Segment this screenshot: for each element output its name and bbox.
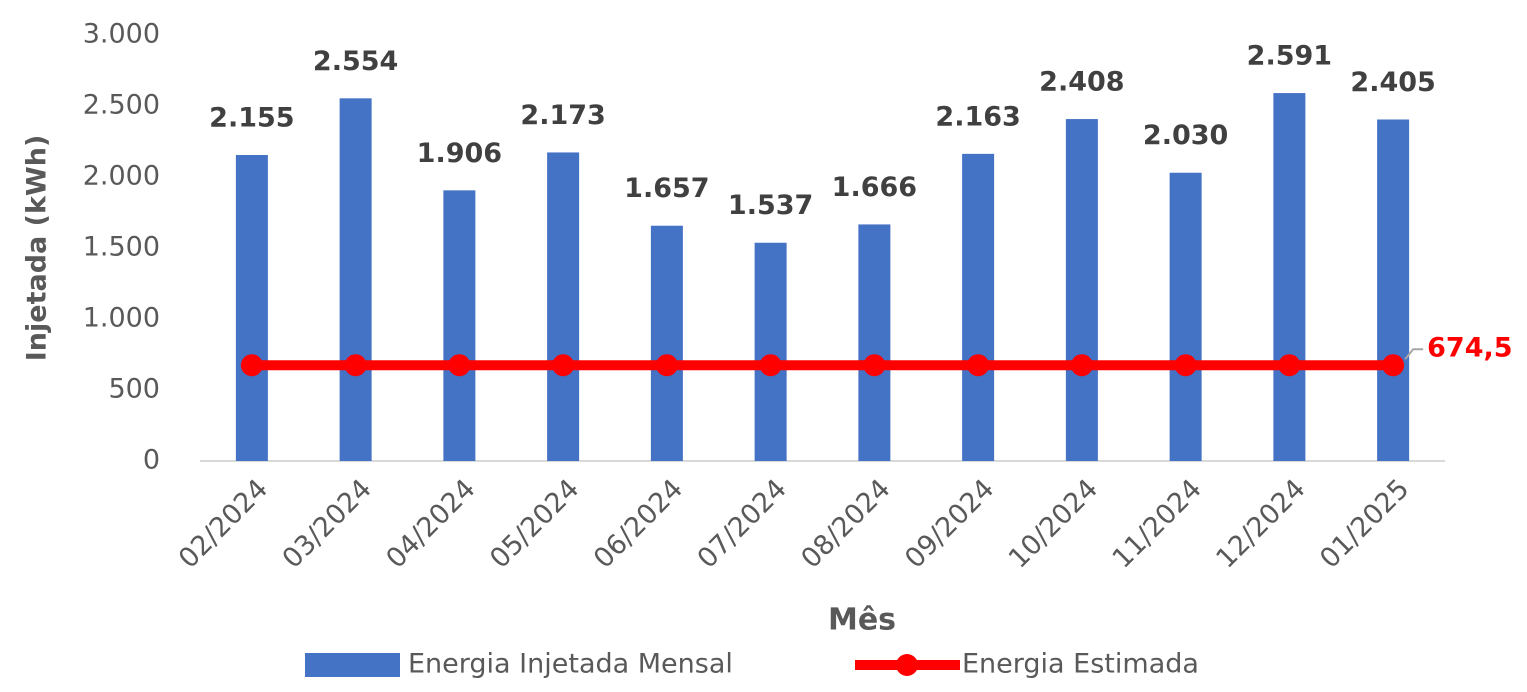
data-label: 2.155: [209, 102, 294, 133]
line-marker: [448, 354, 471, 377]
x-tick-label: 03/2024: [277, 473, 378, 574]
data-label: 2.554: [313, 46, 398, 77]
line-marker: [1382, 354, 1405, 377]
bar: [1273, 93, 1306, 461]
bar: [547, 152, 580, 461]
data-label: 674,5: [1427, 333, 1512, 364]
line-marker: [863, 354, 886, 377]
x-tick-label: 06/2024: [588, 473, 689, 574]
bar: [754, 242, 787, 461]
x-tick-label: 01/2025: [1314, 473, 1415, 574]
line-marker: [759, 354, 782, 377]
data-label: 2.408: [1039, 67, 1124, 98]
bar: [235, 154, 268, 462]
data-label: 2.405: [1350, 67, 1435, 98]
x-tick-label: 10/2024: [1003, 473, 1104, 574]
x-tick-label: 05/2024: [484, 473, 585, 574]
line-marker: [240, 354, 263, 377]
data-label: 1.657: [624, 173, 709, 204]
bar: [1169, 172, 1202, 462]
bar: [1377, 119, 1410, 462]
legend-label: Energia Estimada: [962, 649, 1199, 680]
y-tick-label: 1.500: [83, 232, 160, 263]
data-label: 2.163: [935, 101, 1020, 132]
y-tick-label: 2.000: [83, 161, 160, 192]
x-axis-title: Mês: [828, 603, 896, 638]
line-marker: [655, 354, 678, 377]
legend-swatch: [305, 653, 400, 677]
label-leader: [1404, 348, 1424, 360]
y-tick-label: 1.000: [83, 303, 160, 334]
line-marker: [967, 354, 990, 377]
x-tick-label: 02/2024: [173, 473, 274, 574]
line-marker: [1070, 354, 1093, 377]
y-tick-label: 2.500: [83, 90, 160, 121]
x-tick-label: 11/2024: [1107, 473, 1208, 574]
y-tick-label: 3.000: [83, 19, 160, 50]
bar: [858, 224, 891, 461]
legend-label: Energia Injetada Mensal: [408, 649, 733, 680]
x-tick-label: 07/2024: [692, 473, 793, 574]
legend-swatch-marker: [896, 654, 918, 676]
bar: [962, 153, 995, 461]
x-tick-label: 08/2024: [795, 473, 896, 574]
bar: [1065, 119, 1098, 462]
line-marker: [1278, 354, 1301, 377]
bar: [339, 98, 372, 461]
data-label: 1.906: [417, 138, 502, 169]
x-tick-label: 04/2024: [380, 473, 481, 574]
data-label: 1.537: [728, 190, 813, 221]
data-label: 2.030: [1143, 120, 1228, 151]
x-tick-label: 12/2024: [1210, 473, 1311, 574]
y-tick-label: 500: [108, 374, 160, 405]
data-label: 1.666: [832, 172, 917, 203]
line-marker: [552, 354, 575, 377]
line-marker: [1174, 354, 1197, 377]
data-label: 2.591: [1247, 41, 1332, 72]
line-marker: [344, 354, 367, 377]
y-axis-title: Injetada (kWh): [22, 135, 53, 362]
bar: [650, 225, 683, 461]
data-label: 2.173: [520, 100, 605, 131]
bar: [443, 190, 476, 461]
x-tick-label: 09/2024: [899, 473, 1000, 574]
y-tick-label: 0: [143, 445, 160, 476]
